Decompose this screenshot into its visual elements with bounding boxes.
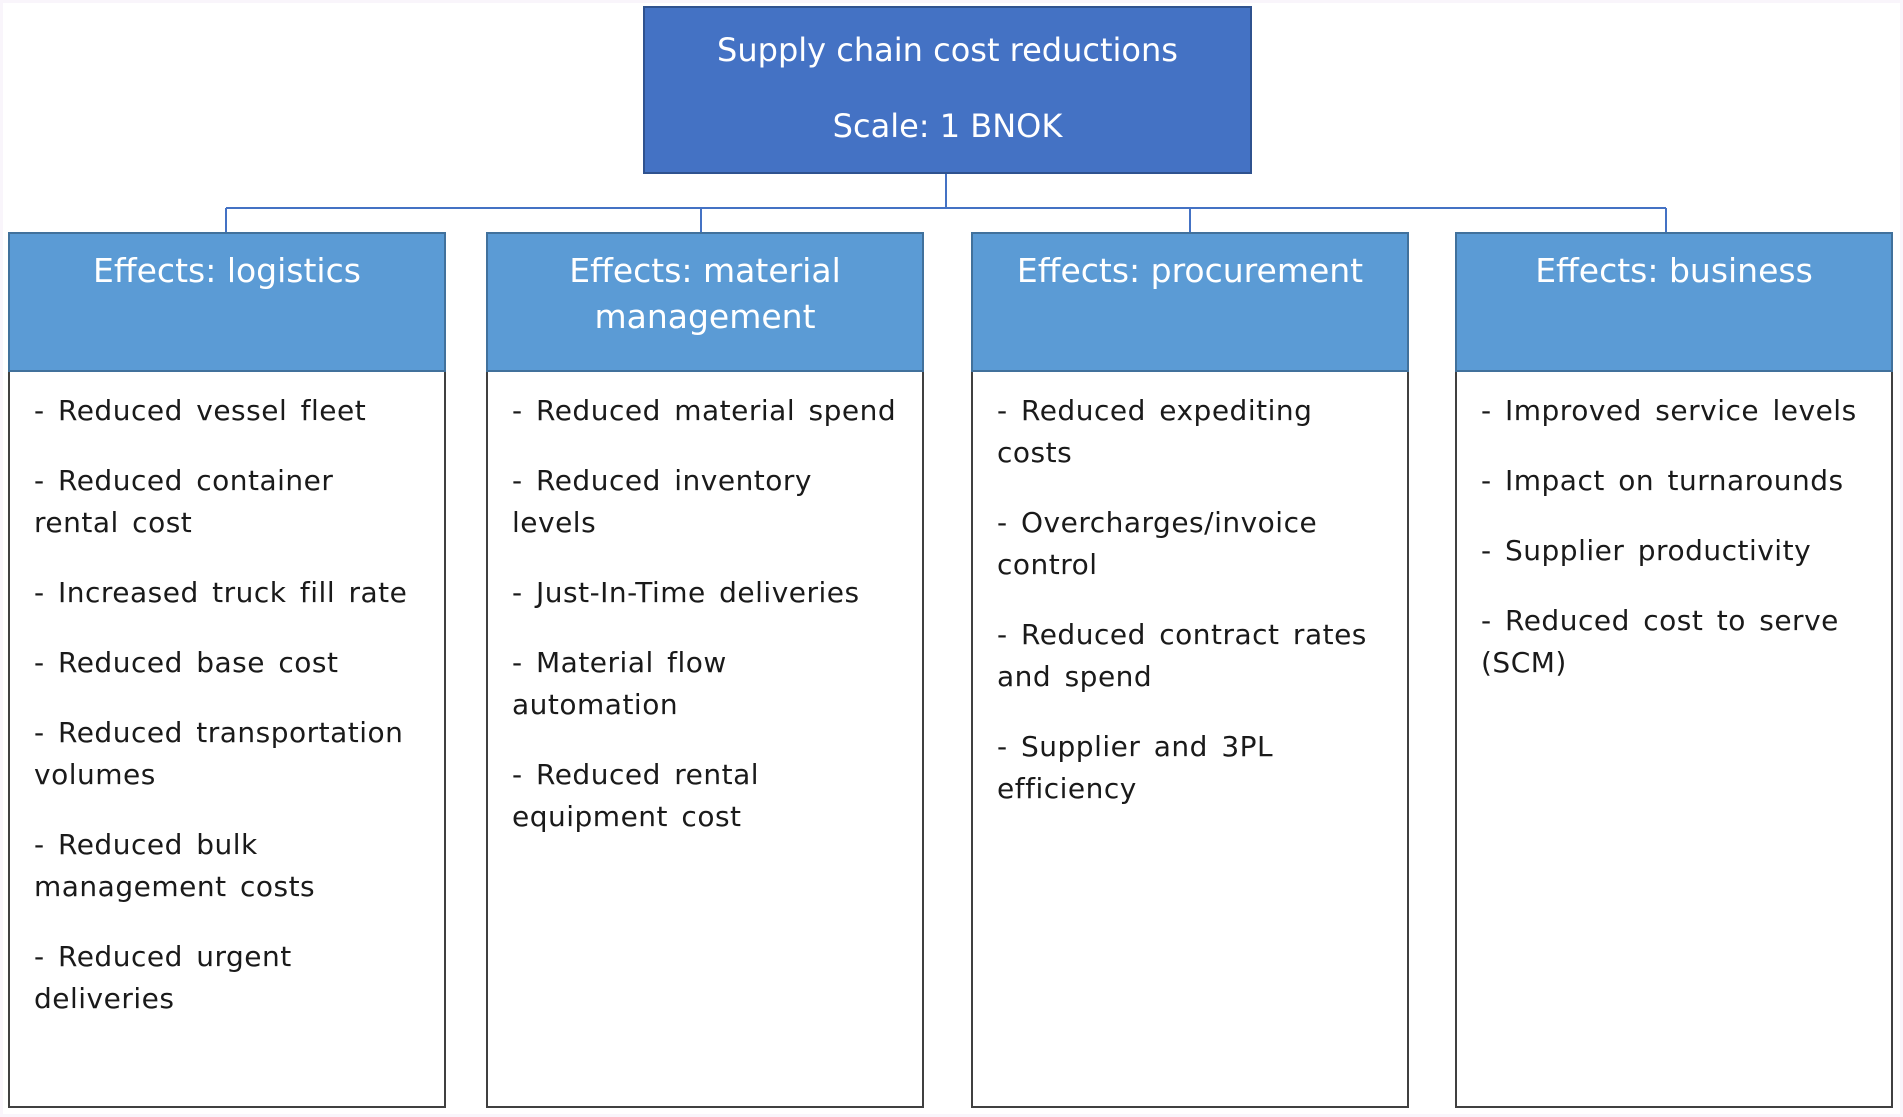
- list-item: - Reduced bulk management costs: [34, 828, 316, 903]
- list-item: - Reduced rental equipment cost: [512, 758, 760, 833]
- column-business: Effects: business - Improved service lev…: [1455, 232, 1893, 1108]
- column-header-procurement: Effects: procurement: [971, 232, 1409, 372]
- list-item: - Improved service levels: [1481, 394, 1857, 427]
- list-item: - Reduced contract rates and spend: [997, 618, 1367, 693]
- column-body-material-management: - Reduced material spend - Reduced inven…: [486, 372, 924, 1108]
- list-item: - Reduced transportation volumes: [34, 716, 404, 791]
- column-procurement: Effects: procurement - Reduced expeditin…: [971, 232, 1409, 1108]
- list-item: - Reduced base cost: [34, 646, 339, 679]
- list-item: - Reduced inventory levels: [512, 464, 813, 539]
- root-title: Supply chain cost reductions: [717, 31, 1178, 69]
- list-item: - Reduced cost to serve (SCM): [1481, 604, 1839, 679]
- column-body-business: - Improved service levels - Impact on tu…: [1455, 372, 1893, 1108]
- column-body-procurement: - Reduced expediting costs - Overcharges…: [971, 372, 1409, 1108]
- column-body-logistics: - Reduced vessel fleet - Reduced contain…: [8, 372, 446, 1108]
- column-header-material-management: Effects: material management: [486, 232, 924, 372]
- list-item: - Reduced urgent deliveries: [34, 940, 292, 1015]
- list-item: - Increased truck fill rate: [34, 576, 408, 609]
- list-item: - Impact on turnarounds: [1481, 464, 1844, 497]
- column-header-logistics: Effects: logistics: [8, 232, 446, 372]
- list-item: - Supplier and 3PL efficiency: [997, 730, 1274, 805]
- list-item: - Reduced material spend: [512, 394, 897, 427]
- list-item: - Material flow automation: [512, 646, 727, 721]
- root-node: Supply chain cost reductions Scale: 1 BN…: [643, 6, 1252, 174]
- list-item: - Supplier productivity: [1481, 534, 1812, 567]
- list-item: - Just-In-Time deliveries: [512, 576, 860, 609]
- list-item: - Reduced expediting costs: [997, 394, 1313, 469]
- list-item: - Reduced container rental cost: [34, 464, 334, 539]
- column-material-management: Effects: material management - Reduced m…: [486, 232, 924, 1108]
- column-header-business: Effects: business: [1455, 232, 1893, 372]
- root-scale: Scale: 1 BNOK: [832, 107, 1063, 145]
- list-item: - Overcharges/invoice control: [997, 506, 1318, 581]
- column-logistics: Effects: logistics - Reduced vessel flee…: [8, 232, 446, 1108]
- list-item: - Reduced vessel fleet: [34, 394, 367, 427]
